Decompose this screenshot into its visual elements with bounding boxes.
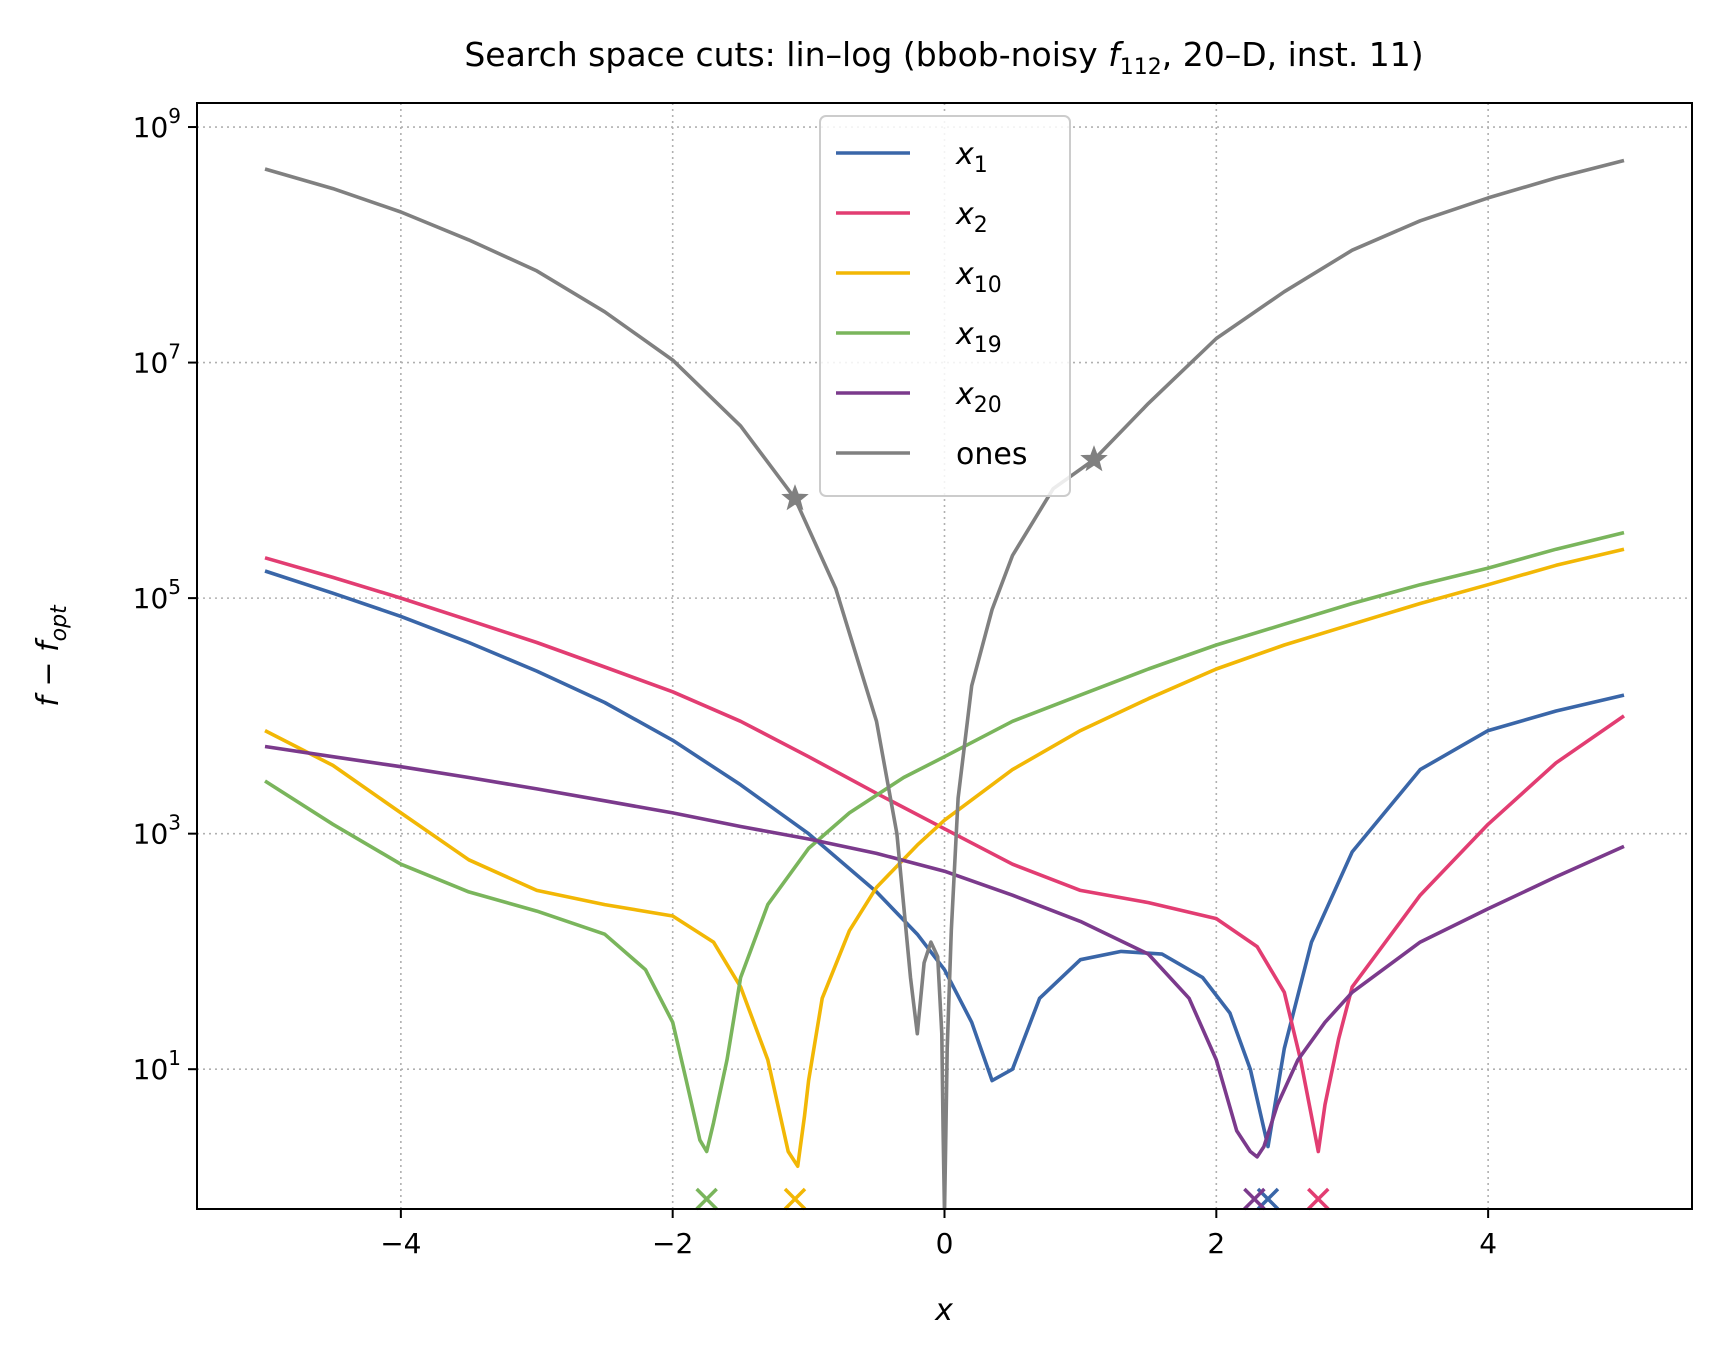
- legend-label-x2: x2: [955, 197, 988, 238]
- series-line-x20: [264, 744, 1625, 1159]
- series-layer: [264, 158, 1626, 1209]
- y-tick-label: 107: [133, 340, 181, 380]
- series-line-x2: [264, 556, 1626, 1154]
- y-tick-label: 101: [133, 1046, 181, 1086]
- minimum-marker-x10: [783, 1187, 807, 1211]
- x-tick-label: −2: [652, 1227, 693, 1260]
- legend-label-ones: ones: [956, 437, 1027, 472]
- minimum-marker-x2: [1307, 1187, 1330, 1211]
- minimum-marker-x20: [1243, 1187, 1266, 1211]
- legend-frame: [819, 115, 1071, 497]
- series-line-ones: [264, 158, 1625, 1209]
- y-axis-label: f − fopt: [31, 604, 72, 707]
- y-tick-label: 105: [133, 575, 181, 615]
- series-line-x19: [264, 530, 1625, 1154]
- legend: x1 x2 x10 x19 x20 ones: [819, 115, 1071, 497]
- legend-label-x20: x20: [955, 377, 1002, 418]
- x-axis-label: x: [934, 1293, 953, 1328]
- markers-layer: [695, 445, 1330, 1211]
- x-tick-label: −4: [380, 1227, 421, 1260]
- minimum-marker-x19: [695, 1187, 718, 1211]
- x-tick-label: 4: [1479, 1227, 1497, 1260]
- series-line-x10: [264, 547, 1625, 1168]
- grid-lines: [197, 103, 1692, 1209]
- chart-title: Search space cuts: lin–log (bbob-noisy f…: [464, 35, 1423, 80]
- y-tick-label: 109: [133, 104, 181, 144]
- legend-label-x10: x10: [955, 257, 1002, 298]
- y-axis: 101 103 105 107 109: [133, 104, 197, 1086]
- y-tick-label: 103: [133, 811, 181, 851]
- series-line-x1: [264, 569, 1625, 1149]
- legend-label-x19: x19: [955, 317, 1002, 358]
- x-axis: −4 −2 0 2 4: [380, 1209, 1497, 1260]
- legend-label-x1: x1: [955, 137, 988, 178]
- x-tick-label: 2: [1207, 1227, 1225, 1260]
- star-marker-ones: [781, 484, 809, 511]
- star-marker-ones: [1080, 445, 1108, 472]
- x-tick-label: 0: [936, 1227, 954, 1260]
